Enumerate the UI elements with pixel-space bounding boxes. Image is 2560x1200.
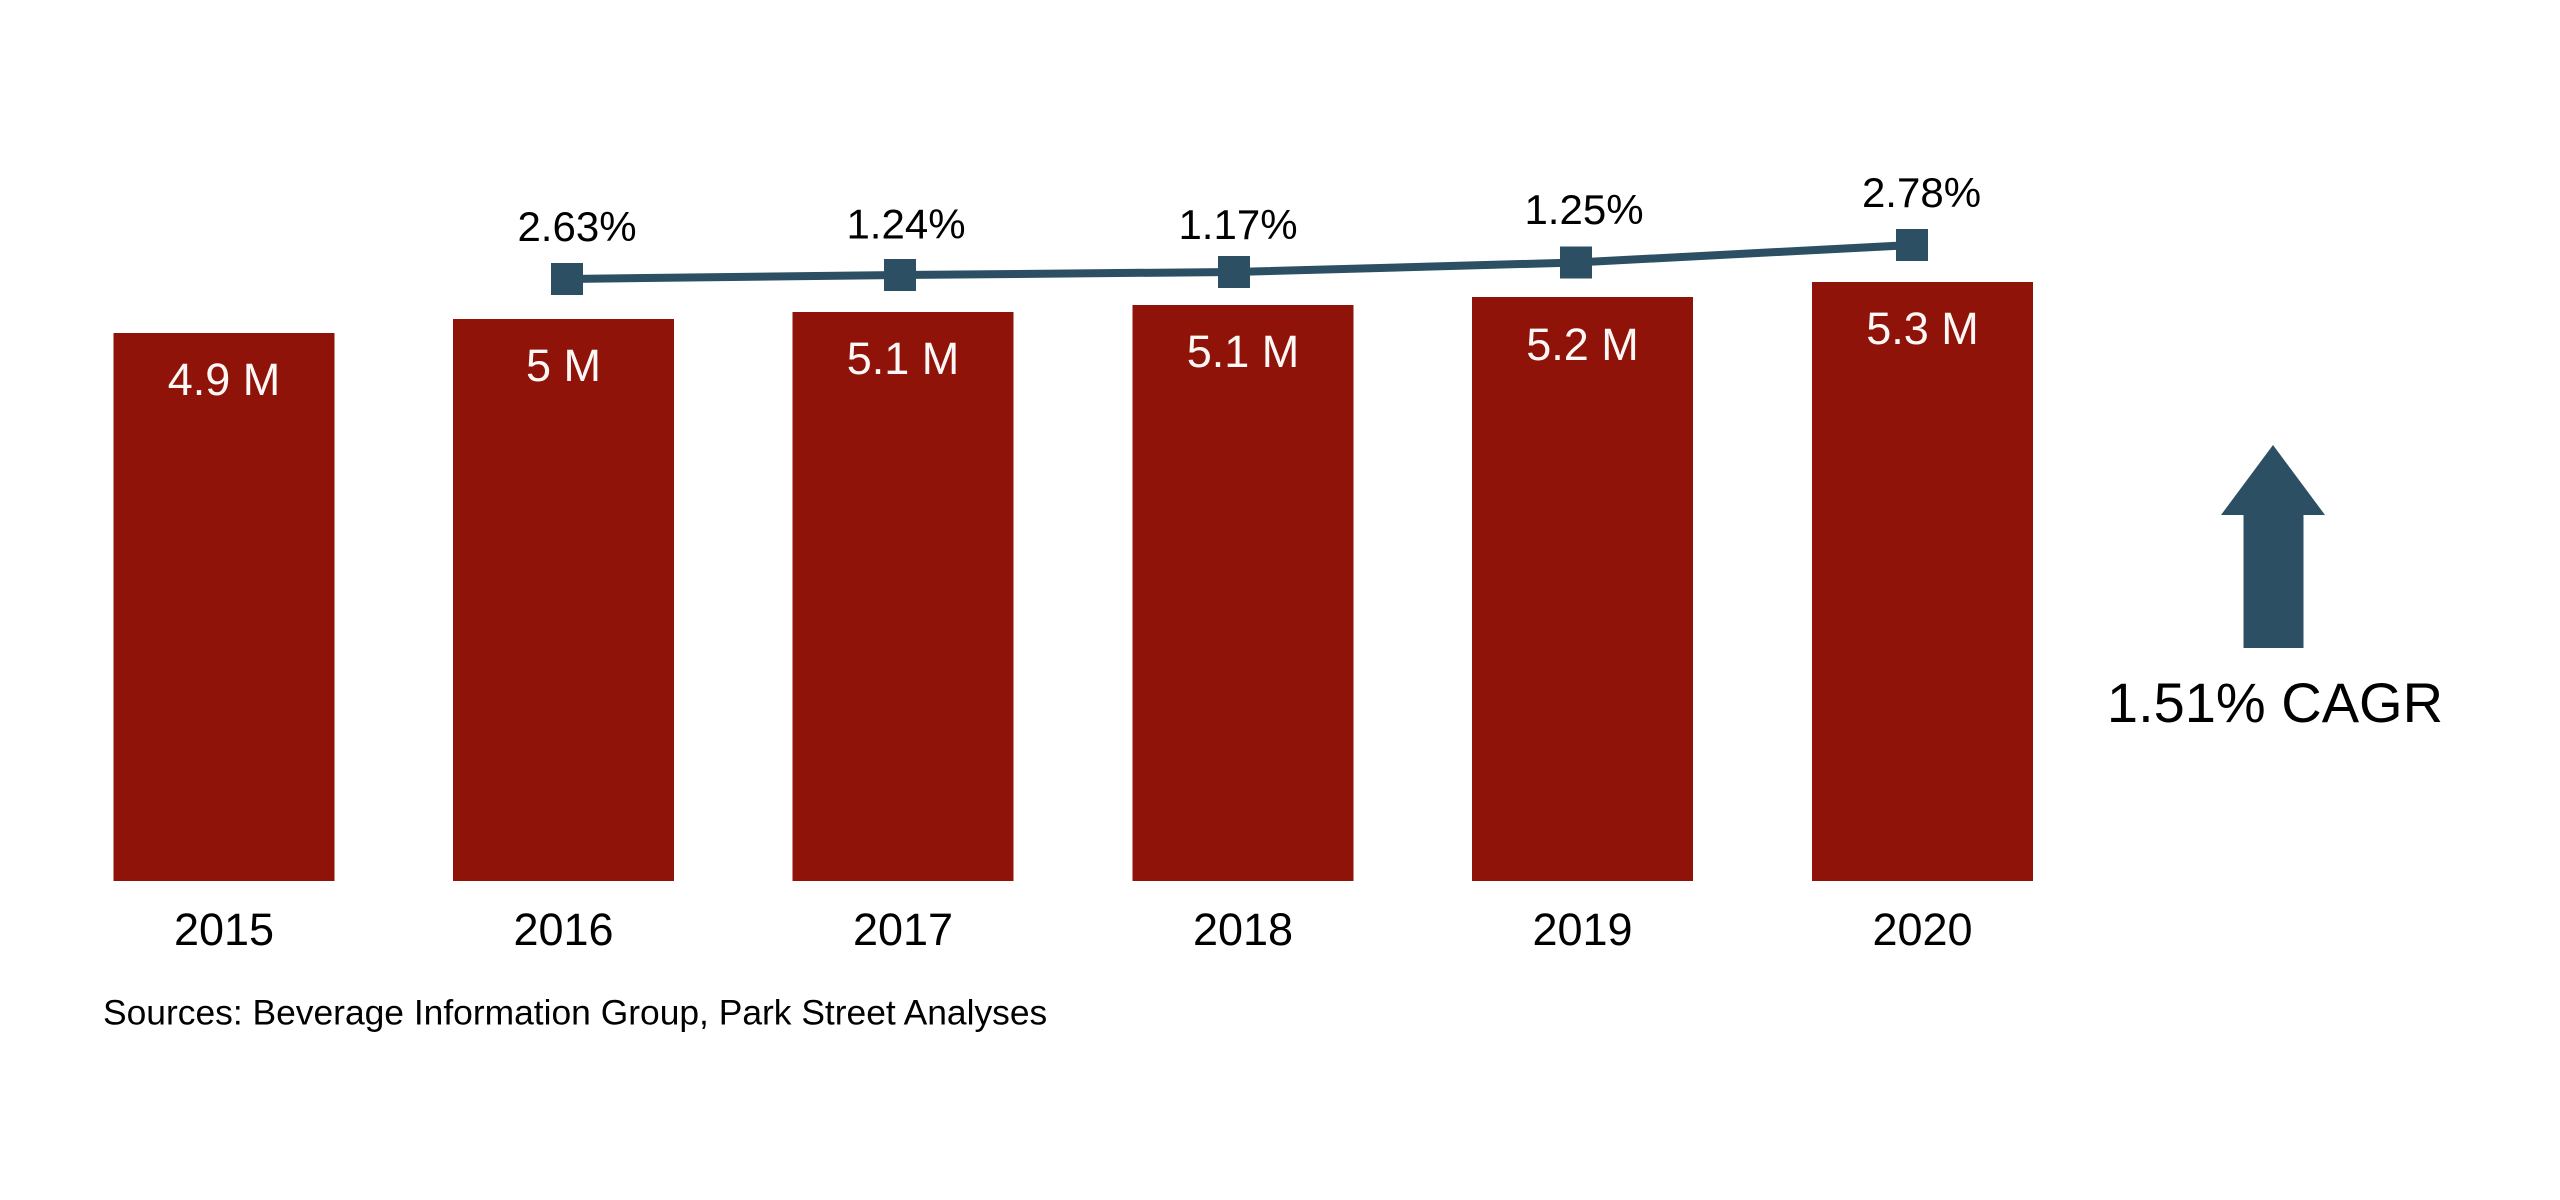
svg-text:2018: 2018 (1193, 904, 1293, 955)
svg-text:1.24%: 1.24% (846, 201, 965, 248)
svg-text:1.51% CAGR: 1.51% CAGR (2107, 671, 2443, 734)
svg-text:5.1 M: 5.1 M (847, 333, 960, 384)
svg-text:5 M: 5 M (526, 340, 601, 391)
svg-text:2016: 2016 (513, 904, 613, 955)
svg-text:2.78%: 2.78% (1862, 169, 1981, 216)
svg-text:1.17%: 1.17% (1178, 201, 1297, 248)
svg-text:1.25%: 1.25% (1524, 186, 1643, 233)
svg-text:5.1 M: 5.1 M (1187, 326, 1300, 377)
svg-text:5.3 M: 5.3 M (1866, 303, 1979, 354)
svg-text:2017: 2017 (853, 904, 953, 955)
svg-text:2015: 2015 (174, 904, 274, 955)
svg-text:2020: 2020 (1872, 904, 1972, 955)
svg-text:2.63%: 2.63% (517, 203, 636, 250)
svg-text:Sources: Beverage Information: Sources: Beverage Information Group, Par… (103, 993, 1047, 1033)
svg-text:2019: 2019 (1532, 904, 1632, 955)
svg-text:4.9 M: 4.9 M (168, 354, 281, 405)
svg-text:5.2 M: 5.2 M (1526, 319, 1639, 370)
